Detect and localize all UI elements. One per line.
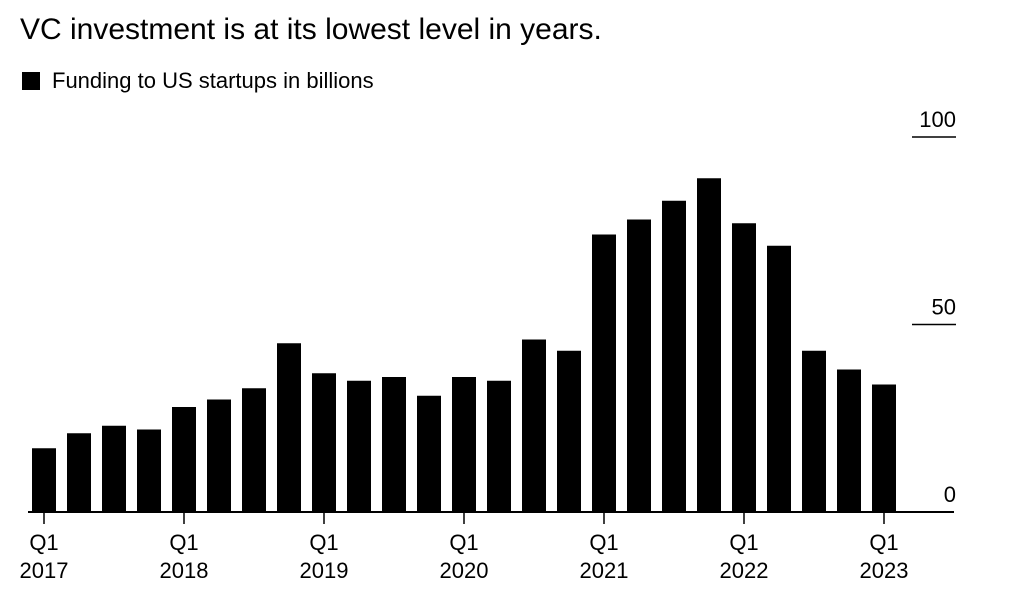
x-tick-label-quarter: Q1: [869, 530, 898, 555]
x-tick-label-year: 2020: [440, 558, 489, 583]
x-tick-label-quarter: Q1: [449, 530, 478, 555]
bar: [557, 350, 581, 512]
bar: [452, 377, 476, 512]
bar: [697, 178, 721, 512]
y-tick-label: 50: [932, 295, 956, 320]
bar: [67, 433, 91, 512]
bar: [172, 407, 196, 512]
x-tick-label-quarter: Q1: [589, 530, 618, 555]
x-tick-label-year: 2018: [160, 558, 209, 583]
bar: [32, 448, 56, 512]
bar: [837, 369, 861, 512]
legend-swatch: [22, 72, 40, 90]
bar: [627, 219, 651, 512]
bar: [732, 223, 756, 512]
bar: [207, 399, 231, 512]
chart-title: VC investment is at its lowest level in …: [20, 13, 602, 46]
x-tick-label-quarter: Q1: [729, 530, 758, 555]
bar: [417, 395, 441, 512]
bar: [662, 200, 686, 512]
x-tick-label-quarter: Q1: [169, 530, 198, 555]
x-tick-label-quarter: Q1: [29, 530, 58, 555]
bar: [382, 377, 406, 512]
bar: [277, 343, 301, 512]
legend: Funding to US startups in billions: [22, 67, 374, 95]
x-tick-label-year: 2017: [20, 558, 69, 583]
bar: [102, 425, 126, 512]
bar: [347, 380, 371, 512]
bar: [802, 350, 826, 512]
x-tick-label-year: 2021: [580, 558, 629, 583]
bar: [522, 339, 546, 512]
bar: [487, 380, 511, 512]
x-tick-label-year: 2019: [300, 558, 349, 583]
bar: [137, 429, 161, 512]
bar: [767, 245, 791, 512]
x-tick-label-year: 2023: [860, 558, 909, 583]
x-tick-label-quarter: Q1: [309, 530, 338, 555]
legend-label: Funding to US startups in billions: [52, 68, 374, 93]
bar: [872, 384, 896, 512]
bar: [242, 388, 266, 512]
y-tick-label: 100: [919, 107, 956, 132]
x-tick-label-year: 2022: [720, 558, 769, 583]
bar: [312, 373, 336, 512]
y-tick-label: 0: [944, 482, 956, 507]
bar: [592, 234, 616, 512]
